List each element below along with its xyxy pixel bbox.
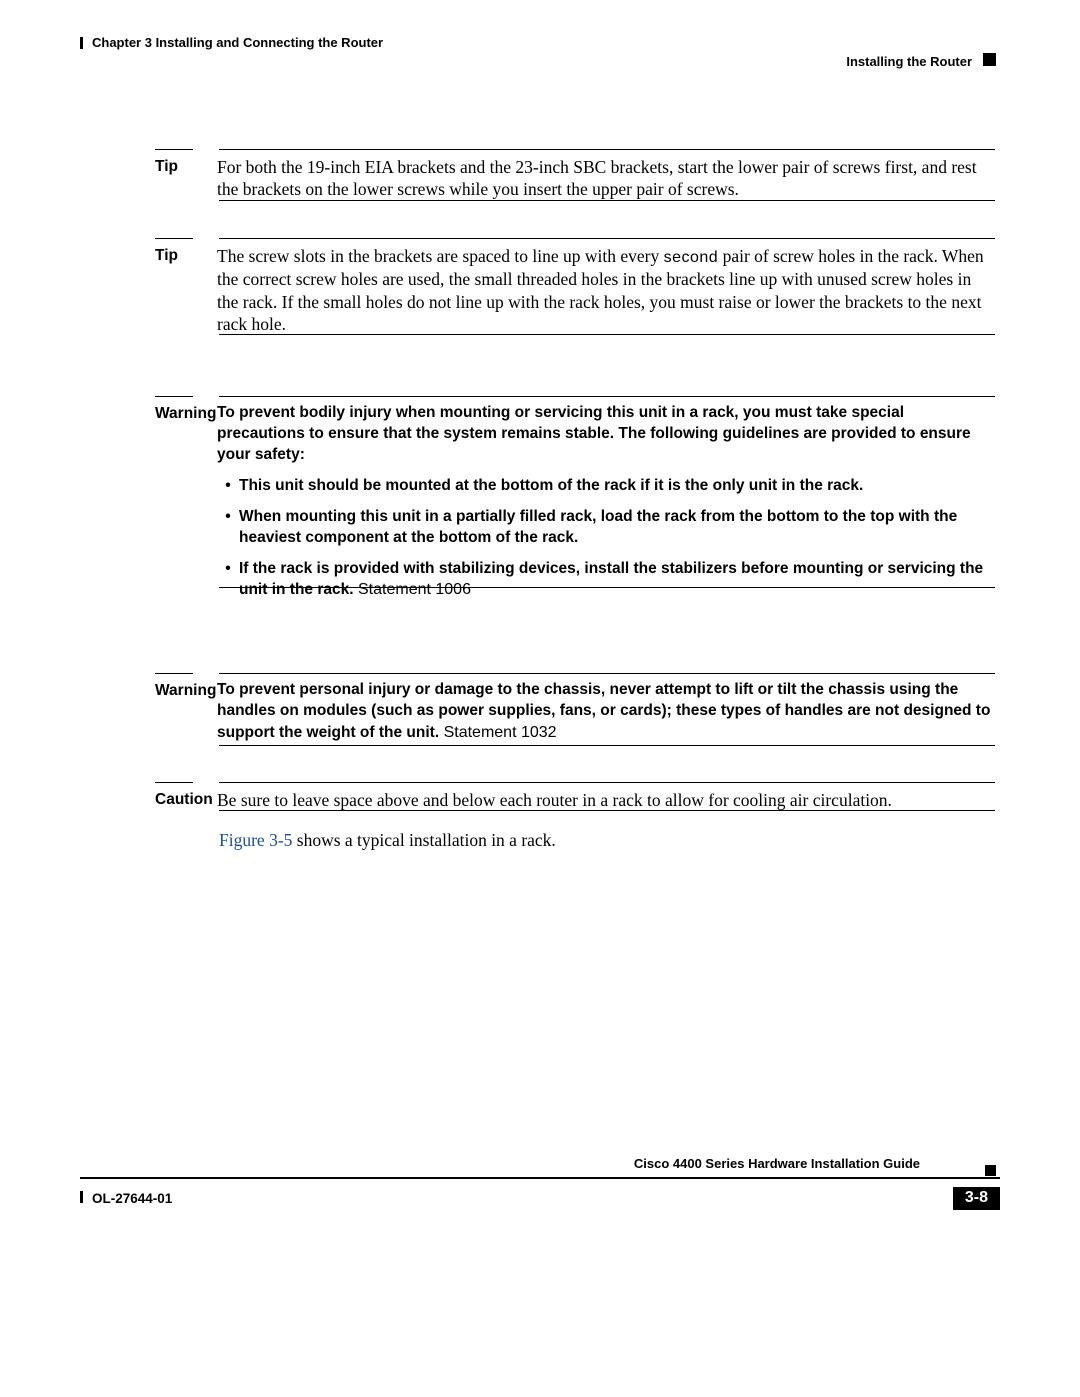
warning-label: Warning bbox=[155, 403, 217, 601]
figure-reference-line: Figure 3-5 shows a typical installation … bbox=[155, 830, 995, 851]
bullet-item: •If the rack is provided with stabilizin… bbox=[217, 559, 995, 602]
bullet-dot-icon: • bbox=[217, 476, 239, 497]
rule-long bbox=[219, 396, 995, 397]
footer-doc-number: OL-27644-01 bbox=[92, 1191, 172, 1206]
warning-bullets: •This unit should be mounted at the bott… bbox=[217, 476, 995, 602]
text-emphasis: second bbox=[664, 249, 719, 266]
bullet-item: •This unit should be mounted at the bott… bbox=[217, 476, 995, 497]
rule-short bbox=[155, 149, 193, 150]
statement-number: Statement 1006 bbox=[354, 581, 471, 598]
bullet-text: When mounting this unit in a partially f… bbox=[239, 507, 995, 549]
footer-page-number: 3-8 bbox=[953, 1187, 1000, 1210]
footer-guide-title: Cisco 4400 Series Hardware Installation … bbox=[634, 1156, 920, 1171]
warning-text: To prevent personal injury or damage to … bbox=[217, 681, 990, 741]
rule-long bbox=[219, 238, 995, 239]
header-accent-bar bbox=[80, 37, 83, 49]
caution-text: Be sure to leave space above and below e… bbox=[217, 789, 995, 811]
tip-block-2: Tip The screw slots in the brackets are … bbox=[155, 245, 995, 336]
footer-square-icon bbox=[985, 1165, 996, 1176]
rule-short bbox=[155, 396, 193, 397]
warning-block-1: Warning To prevent bodily injury when mo… bbox=[155, 403, 995, 601]
rule-long bbox=[219, 673, 995, 674]
rule-long bbox=[219, 745, 995, 746]
tip-label: Tip bbox=[155, 156, 217, 201]
statement-number: Statement 1032 bbox=[439, 724, 556, 741]
rule-long bbox=[219, 782, 995, 783]
bullet-dot-icon: • bbox=[217, 559, 239, 602]
rule-long bbox=[219, 810, 995, 811]
rule-long bbox=[219, 587, 995, 588]
caution-label: Caution bbox=[155, 789, 217, 811]
tip-text: The screw slots in the brackets are spac… bbox=[217, 245, 995, 336]
tip-block-1: Tip For both the 19-inch EIA brackets an… bbox=[155, 156, 995, 201]
header-square-icon bbox=[983, 53, 996, 66]
text-fragment: The screw slots in the brackets are spac… bbox=[217, 246, 664, 266]
tip-label: Tip bbox=[155, 245, 217, 336]
footer-rule bbox=[80, 1177, 1000, 1179]
header-chapter: Chapter 3 Installing and Connecting the … bbox=[92, 35, 383, 50]
header-section: Installing the Router bbox=[846, 54, 972, 69]
rule-long bbox=[219, 149, 995, 150]
rule-short bbox=[155, 782, 193, 783]
figure-link[interactable]: Figure 3-5 bbox=[219, 830, 292, 850]
warning-body: To prevent bodily injury when mounting o… bbox=[217, 403, 995, 601]
bullet-item: •When mounting this unit in a partially … bbox=[217, 507, 995, 549]
bullet-text: This unit should be mounted at the botto… bbox=[239, 476, 995, 497]
warning-block-2: Warning To prevent personal injury or da… bbox=[155, 680, 995, 744]
rule-long bbox=[219, 200, 995, 201]
warning-label: Warning bbox=[155, 680, 217, 744]
warning-body: To prevent personal injury or damage to … bbox=[217, 680, 995, 744]
bullet-text: If the rack is provided with stabilizing… bbox=[239, 559, 995, 602]
tip-text: For both the 19-inch EIA brackets and th… bbox=[217, 156, 995, 201]
rule-short bbox=[155, 673, 193, 674]
footer-accent-bar bbox=[80, 1191, 83, 1203]
warning-intro: To prevent bodily injury when mounting o… bbox=[217, 404, 971, 463]
rule-short bbox=[155, 238, 193, 239]
bullet-dot-icon: • bbox=[217, 507, 239, 549]
caution-block: Caution Be sure to leave space above and… bbox=[155, 789, 995, 811]
rule-long bbox=[219, 334, 995, 335]
figure-rest: shows a typical installation in a rack. bbox=[292, 830, 555, 850]
